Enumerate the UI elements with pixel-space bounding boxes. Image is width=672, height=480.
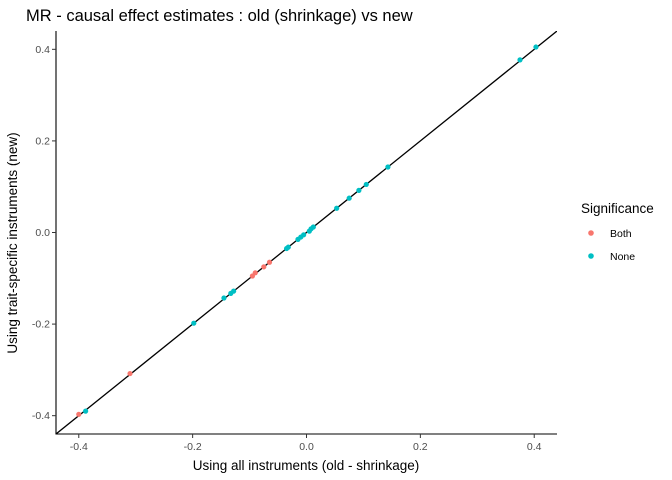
legend-label-both: Both bbox=[610, 228, 632, 240]
x-tick-label: -0.4 bbox=[70, 441, 88, 453]
data-point bbox=[301, 232, 307, 238]
data-point bbox=[83, 408, 89, 414]
data-point bbox=[191, 320, 197, 326]
y-tick-label: -0.4 bbox=[32, 410, 50, 422]
data-point bbox=[127, 370, 133, 377]
legend: Significance Both None bbox=[581, 201, 654, 263]
legend-title: Significance bbox=[581, 201, 654, 216]
legend-key-both bbox=[588, 230, 594, 236]
legend-label-none: None bbox=[610, 251, 635, 263]
data-point bbox=[517, 57, 523, 63]
data-point bbox=[221, 295, 227, 301]
data-point bbox=[252, 270, 258, 276]
x-tick-label: 0.2 bbox=[413, 441, 428, 453]
series-none bbox=[83, 44, 539, 414]
x-axis-title: Using all instruments (old - shrinkage) bbox=[193, 458, 420, 473]
legend-key-none bbox=[588, 253, 594, 259]
data-point bbox=[363, 181, 369, 188]
x-tick-label: 0.4 bbox=[527, 441, 542, 453]
data-point bbox=[334, 205, 340, 211]
data-point bbox=[231, 288, 237, 294]
y-tick-label: 0.2 bbox=[35, 135, 50, 147]
identity-line bbox=[56, 31, 557, 434]
y-tick-label: 0.4 bbox=[35, 44, 50, 56]
data-point bbox=[346, 195, 352, 201]
data-point bbox=[76, 411, 82, 417]
data-point bbox=[266, 259, 273, 265]
y-tick-label: 0.0 bbox=[35, 227, 50, 239]
data-point bbox=[533, 44, 539, 50]
data-point bbox=[310, 224, 316, 230]
chart-title: MR - causal effect estimates : old (shri… bbox=[26, 7, 413, 25]
y-tick-label: -0.2 bbox=[32, 319, 50, 331]
y-axis-title: Using trait-specific instruments (new) bbox=[5, 132, 20, 353]
series-both bbox=[76, 259, 273, 417]
x-tick-label: -0.2 bbox=[184, 441, 202, 453]
data-point bbox=[385, 164, 391, 170]
data-point bbox=[261, 264, 267, 270]
plot-area: -0.4 -0.2 0.0 0.2 0.4 -0.4 -0.2 0.0 0.2 0.4 bbox=[32, 31, 557, 453]
x-tick-label: 0.0 bbox=[299, 441, 314, 453]
data-point bbox=[285, 244, 291, 250]
data-point bbox=[356, 187, 362, 193]
